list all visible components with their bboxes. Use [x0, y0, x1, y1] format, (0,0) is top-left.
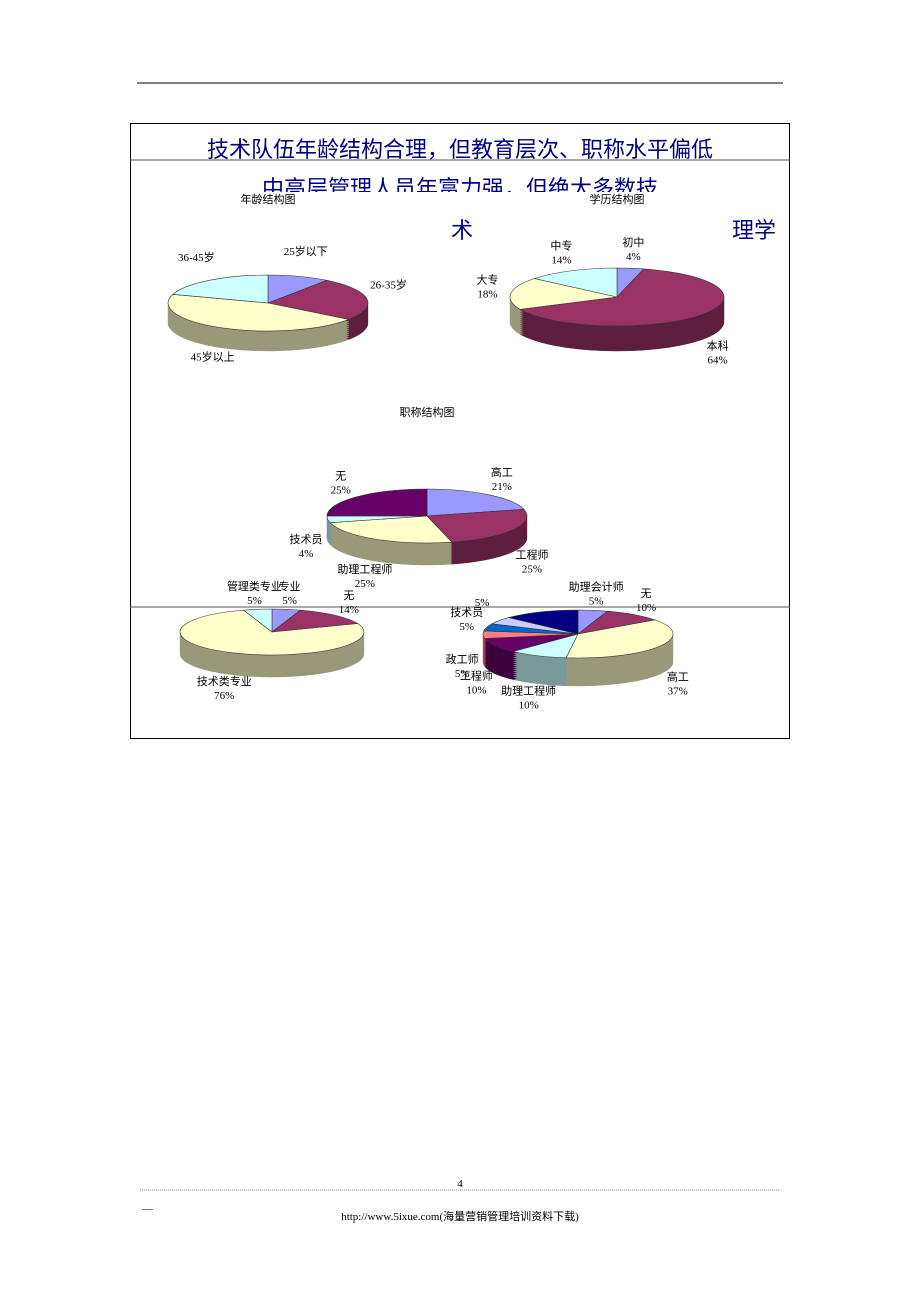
pie-slice	[508, 609, 579, 635]
slice-value: 25%	[331, 484, 351, 496]
slice-name: 高工	[667, 669, 689, 683]
slice-value: 10%	[519, 700, 539, 712]
slice-name: 技术类专业	[197, 674, 252, 688]
pie-slice	[270, 609, 359, 633]
pie-slice	[172, 274, 269, 304]
pie-slice	[179, 609, 365, 656]
slice-name: 专业	[279, 579, 301, 593]
slice-value: 5%	[282, 595, 297, 607]
page-subtitle: 中高层管理人员年富力强，但绝大多数技	[262, 177, 658, 202]
slice-label: 36-45岁	[178, 250, 215, 264]
slice-value: 4%	[299, 548, 314, 560]
slice-value: 21%	[492, 481, 512, 493]
slice-name: 高工	[491, 465, 513, 479]
slice-name: 本科	[707, 339, 729, 353]
pie-slice	[426, 508, 528, 543]
slice-label: 工程师 10%	[460, 669, 493, 696]
slice-name: 工程师	[460, 669, 493, 682]
chart-title: 职称结构图	[400, 405, 455, 419]
slice-name: 无	[335, 470, 346, 482]
slice-label: 25岁以下	[284, 244, 328, 258]
slice-label: 5%	[475, 597, 490, 609]
slice-value: 76%	[214, 690, 234, 702]
slice-value: 14%	[339, 604, 359, 616]
slice-name: 工程师	[516, 549, 549, 562]
footer-dash: —	[141, 1203, 154, 1215]
slice-label: 无 14%	[339, 590, 359, 616]
slice-name: 26-35岁	[370, 277, 407, 291]
slice-name: 45岁以上	[191, 349, 235, 363]
slice-value: 5%	[589, 595, 604, 607]
slice-label: 26-35岁	[370, 277, 407, 291]
pie-slice	[509, 278, 618, 310]
slice-value: 14%	[551, 255, 571, 267]
slice-label: 工程师 25%	[516, 549, 549, 576]
slice-label: 政工师 5%	[446, 652, 479, 680]
slice-value: 25%	[355, 578, 375, 590]
slice-value: 5%	[247, 595, 262, 607]
slice-value: 18%	[477, 289, 497, 301]
slice-value: 64%	[707, 355, 727, 367]
pie-slice	[329, 515, 453, 544]
pie-slice	[266, 280, 369, 320]
fragment: 术	[451, 219, 473, 244]
slice-label: 技术员 5%	[450, 606, 483, 633]
pie-slice	[242, 608, 273, 633]
slice-name: 初中	[622, 235, 644, 249]
slice-name: 政工师	[446, 652, 479, 666]
page-title: 技术队伍年龄结构合理，但教育层次、职称水平偏低	[207, 138, 713, 163]
slice-name: 无	[343, 590, 354, 602]
slice-name: 助理工程师	[337, 562, 392, 576]
pie-slice	[167, 294, 350, 332]
slice-name: 中专	[550, 239, 572, 253]
slice-label: 专业 5%	[279, 579, 301, 607]
slice-value: 5%	[459, 621, 474, 633]
slice-value: 10%	[466, 684, 486, 696]
slice-value: 10%	[636, 602, 656, 614]
slice-name: 助理工程师	[501, 684, 556, 698]
slice-label: 高工 21%	[491, 465, 513, 493]
pie-slice	[533, 267, 618, 298]
slice-label: 无 25%	[331, 470, 351, 496]
slice-label: 助理会计师 5%	[569, 579, 624, 607]
slice-value: 5%	[475, 597, 490, 609]
slice-name: 技术员	[289, 533, 322, 546]
pie-slice	[519, 268, 725, 327]
pie-slice	[565, 619, 674, 659]
slice-label: 高工 37%	[667, 669, 689, 697]
slice-label: 本科 64%	[707, 339, 729, 367]
slice-name: 36-45岁	[178, 250, 215, 264]
slice-name: 大专	[476, 273, 498, 287]
slice-label: 助理工程师 25%	[337, 562, 392, 590]
footer-url: http://www.5ixue.com(海量营销管理培训资料下载)	[341, 1209, 579, 1223]
slice-name: 25岁以下	[284, 244, 328, 258]
slice-name: 无	[641, 588, 652, 600]
slice-label: 技术员 4%	[289, 533, 322, 560]
slice-label: 助理工程师 10%	[501, 684, 556, 712]
slice-label: 技术类专业 76%	[197, 674, 252, 702]
slice-label: 无 10%	[636, 588, 656, 614]
slice-name: 管理类专业	[227, 579, 282, 593]
slice-label: 管理类专业 5%	[227, 579, 282, 607]
chart-title: 学历结构图	[590, 192, 645, 206]
chart-title: 年龄结构图	[241, 192, 296, 206]
slice-label: 45岁以上	[191, 349, 235, 363]
page-number: 4	[457, 1178, 463, 1190]
slice-value: 25%	[522, 564, 542, 576]
slice-name: 技术员	[450, 606, 483, 619]
pie-slice	[326, 488, 428, 517]
slice-label: 中专 14%	[550, 239, 572, 267]
pie-slice	[426, 488, 525, 517]
slice-value: 37%	[668, 685, 688, 697]
slice-value: 5%	[455, 668, 470, 680]
slice-label: 初中 4%	[622, 235, 644, 263]
slice-value: 4%	[626, 251, 641, 263]
figure-frame	[130, 123, 790, 739]
fragment: 理学	[732, 219, 776, 244]
slice-label: 大专 18%	[476, 273, 498, 301]
slice-name: 助理会计师	[569, 579, 624, 593]
